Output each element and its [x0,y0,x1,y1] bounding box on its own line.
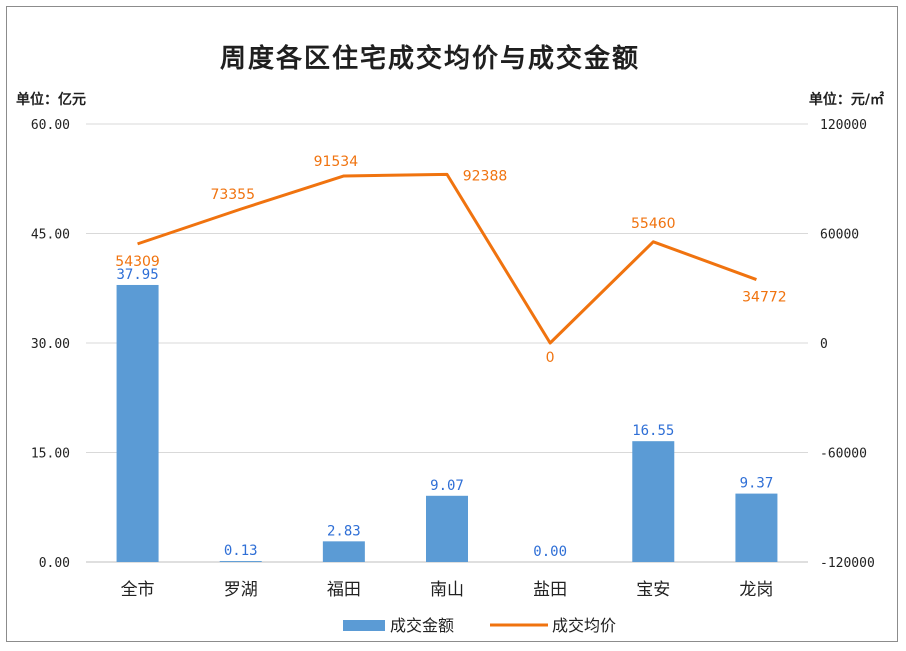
left-tick-label: 60.00 [31,118,70,133]
left-tick-label: 45.00 [31,228,70,243]
right-axis-ticks: -120000 -60000 0 60000 120000 [820,118,875,571]
right-tick-label: 60000 [820,228,859,243]
category-label: 南山 [430,580,464,600]
legend: 成交金额 成交均价 [343,616,616,635]
legend-line-label: 成交均价 [552,616,616,635]
bar-data-label: 16.55 [632,423,674,439]
bar [735,493,778,562]
left-axis-unit: 单位：亿元 [16,91,86,108]
bar-data-label: 37.95 [116,267,158,283]
category-label: 龙岗 [739,580,773,600]
category-labels: 全市 罗湖 福田 南山 盐田 宝安 龙岗 [121,580,774,600]
right-axis-unit: 单位：元/㎡ [809,91,884,108]
line-data-label: 92388 [463,168,508,184]
category-label: 盐田 [533,580,567,600]
bar [116,284,159,562]
bar-data-label: 0.00 [533,544,567,560]
line-series: 54309 73355 91534 92388 0 55460 34772 [115,154,786,366]
right-tick-label: 120000 [820,118,867,133]
bar-data-label: 0.13 [224,543,258,559]
left-tick-label: 15.00 [31,447,70,462]
line-path [137,172,757,345]
legend-bar-label: 成交金额 [390,616,454,635]
line-data-label: 34772 [742,290,787,306]
category-label: 罗湖 [224,580,258,600]
line-data-label: 73355 [210,187,255,203]
right-tick-label: 0 [820,337,828,352]
left-axis-ticks: 0.00 15.00 30.00 45.00 60.00 [31,118,70,571]
line-data-label: 91534 [314,154,359,170]
left-tick-label: 30.00 [31,337,70,352]
bar-series: 37.95 0.13 2.83 9.07 0.00 16.55 9.37 [116,267,778,562]
category-label: 福田 [327,580,361,600]
category-label: 宝安 [636,580,670,600]
bar-data-label: 9.07 [430,478,464,494]
right-tick-label: -60000 [820,447,867,462]
bar-data-label: 2.83 [327,523,361,539]
line-data-label: 0 [546,350,555,366]
category-label: 全市 [121,580,155,600]
line-data-label: 55460 [631,216,676,232]
bar [632,441,675,562]
legend-bar-swatch [343,620,385,631]
right-tick-label: -120000 [820,556,875,571]
gridlines [86,123,808,563]
left-tick-label: 0.00 [39,556,70,571]
bar [219,561,262,562]
bar [322,541,365,562]
chart-title: 周度各区住宅成交均价与成交金额 [220,43,640,74]
bar-data-label: 9.37 [740,476,774,492]
line-data-label: 54309 [115,254,160,270]
bar [426,495,468,562]
